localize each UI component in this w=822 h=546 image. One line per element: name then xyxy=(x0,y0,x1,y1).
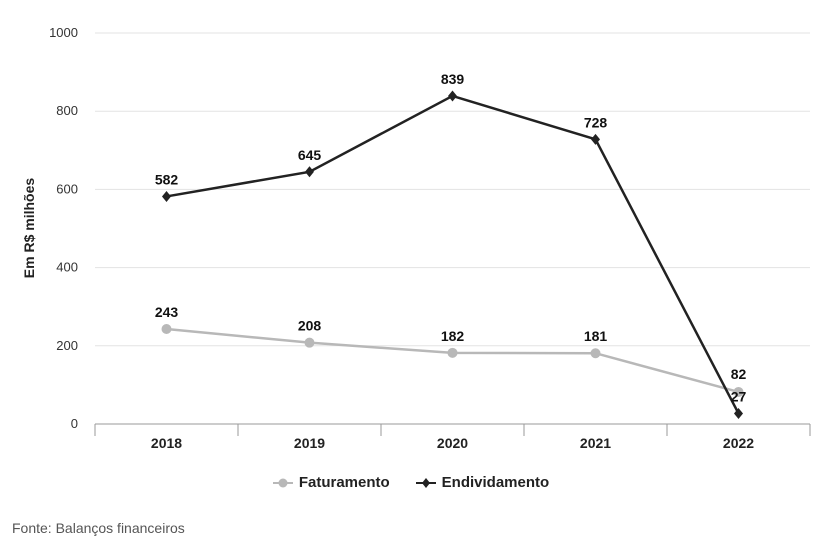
y-tick-label: 600 xyxy=(56,181,78,196)
data-label-faturamento: 181 xyxy=(584,328,608,344)
point-faturamento xyxy=(161,323,172,334)
legend-label-endividamento: Endividamento xyxy=(441,474,550,491)
point-endividamento xyxy=(162,190,171,202)
y-axis-ticks: 0 200 400 600 800 1000 xyxy=(49,25,78,431)
x-tick-label: 2020 xyxy=(437,435,468,451)
series-line-endividamento xyxy=(166,94,740,415)
y-tick-label: 200 xyxy=(56,338,78,353)
x-axis: 2018 2019 2020 2021 2022 xyxy=(94,423,811,451)
data-label-endividamento: 582 xyxy=(155,171,179,187)
y-tick-label: 0 xyxy=(71,416,78,431)
legend-label-faturamento: Faturamento xyxy=(298,474,390,491)
point-faturamento xyxy=(304,337,315,348)
x-tick-label: 2022 xyxy=(723,435,754,451)
y-tick-label: 800 xyxy=(56,103,78,118)
data-label-endividamento: 645 xyxy=(298,147,322,163)
data-label-faturamento: 182 xyxy=(441,328,465,344)
point-endividamento xyxy=(591,133,600,145)
x-tick-label: 2019 xyxy=(294,435,325,451)
point-faturamento xyxy=(590,348,601,359)
point-endividamento xyxy=(448,90,457,102)
legend-item-faturamento: Faturamento xyxy=(272,474,390,491)
data-labels: 243 208 182 181 82 582 645 839 728 27 xyxy=(155,71,747,404)
y-tick-label: 1000 xyxy=(49,25,78,40)
x-tick-label: 2018 xyxy=(151,435,182,451)
point-endividamento xyxy=(305,166,314,178)
data-label-faturamento: 82 xyxy=(731,366,747,382)
data-label-faturamento: 243 xyxy=(155,304,179,320)
y-axis-label: Em R$ milhões xyxy=(21,178,37,279)
data-label-endividamento: 728 xyxy=(584,114,608,130)
point-faturamento xyxy=(447,347,458,358)
faturamento-legend-icon xyxy=(272,478,293,487)
data-label-faturamento: 208 xyxy=(298,318,322,334)
data-label-endividamento: 839 xyxy=(441,71,465,87)
source-note: Fonte: Balanços financeiros xyxy=(12,520,185,536)
endividamento-legend-icon xyxy=(415,477,436,488)
point-endividamento xyxy=(734,407,743,419)
data-label-endividamento: 27 xyxy=(731,388,747,404)
point-faturamento xyxy=(733,386,744,397)
series-layer xyxy=(161,90,744,419)
y-tick-label: 400 xyxy=(56,260,78,275)
legend: Faturamento Endividamento xyxy=(0,474,822,491)
x-tick-label: 2021 xyxy=(580,435,611,451)
legend-item-endividamento: Endividamento xyxy=(415,474,550,491)
